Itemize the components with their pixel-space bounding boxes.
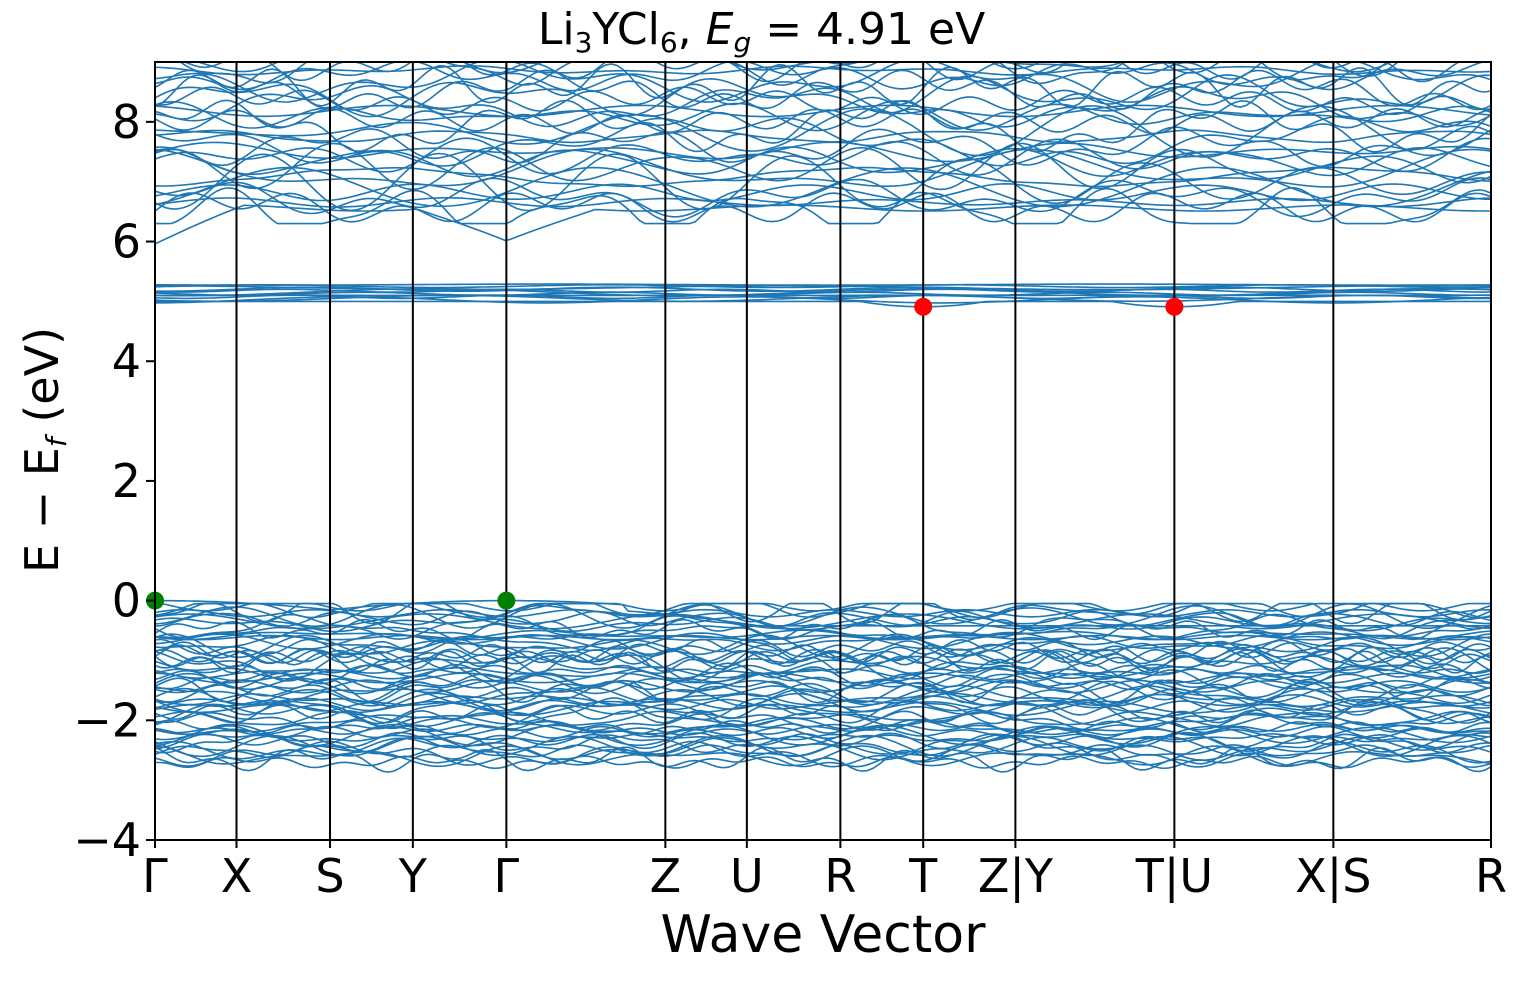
x-tick-label: X bbox=[221, 849, 253, 903]
band-lines bbox=[155, 62, 1491, 773]
valence-band-8 bbox=[155, 731, 1491, 750]
y-tick-label: −2 bbox=[73, 693, 141, 747]
conduction-upper-band-22 bbox=[155, 84, 1491, 128]
valence-band-11 bbox=[155, 725, 1491, 740]
plot-frame bbox=[154, 61, 1492, 841]
conduction-upper-band-27 bbox=[155, 62, 1491, 104]
valence-band-59 bbox=[155, 599, 1491, 627]
valence-band-58 bbox=[155, 602, 1491, 612]
valence-band-26 bbox=[155, 680, 1491, 704]
x-axis: Γ X S Y Γ Z U R T Z|Y T|U X|S R bbox=[142, 840, 1507, 904]
valence-band-34 bbox=[155, 664, 1491, 675]
x-tick-label: Γ bbox=[142, 849, 168, 903]
conduction-upper-band-30 bbox=[183, 62, 1491, 83]
x-tick-label: U bbox=[730, 849, 764, 903]
conduction-upper-band-5 bbox=[155, 182, 1491, 202]
valence-band-28 bbox=[155, 679, 1491, 694]
x-tick-label: Z|Y bbox=[978, 849, 1054, 904]
y-axis-label: E − Ef (eV) bbox=[15, 326, 73, 574]
valence-band-29 bbox=[155, 672, 1491, 695]
valence-band-21 bbox=[155, 698, 1491, 713]
conduction-upper-band-23 bbox=[155, 86, 1491, 116]
conduction-upper-band-12 bbox=[155, 137, 1491, 176]
conduction-upper-band-16 bbox=[155, 129, 1491, 144]
x-tick-label: Y bbox=[398, 849, 428, 903]
vbm-marker-1 bbox=[497, 591, 516, 610]
cbm-marker-0 bbox=[914, 297, 933, 316]
conduction-upper-band-13 bbox=[155, 141, 1491, 163]
conduction-upper-band-0 bbox=[155, 204, 1491, 245]
conduction-upper-band-24 bbox=[155, 74, 1491, 118]
conduction-upper-band-8 bbox=[155, 166, 1491, 188]
y-tick-label: 4 bbox=[112, 334, 141, 388]
valence-band-42 bbox=[155, 638, 1491, 659]
conduction-upper-band-3 bbox=[155, 197, 1491, 208]
x-tick-label: T bbox=[908, 849, 938, 903]
chart-title: Li3YCl6, Eg = 4.91 eV bbox=[537, 4, 986, 59]
high-symmetry-lines bbox=[235, 62, 1335, 840]
cbm-marker-1 bbox=[1165, 297, 1184, 316]
conduction-upper-band-14 bbox=[155, 125, 1491, 168]
valence-band-57 bbox=[155, 602, 1491, 619]
valence-band-41 bbox=[155, 638, 1491, 664]
valence-band-0 bbox=[155, 755, 1491, 770]
conduction-upper-band-25 bbox=[155, 69, 1491, 111]
valence-band-2 bbox=[155, 745, 1491, 768]
valence-band-43 bbox=[155, 633, 1491, 659]
conduction-upper-band-9 bbox=[155, 148, 1491, 188]
y-tick-label: 6 bbox=[112, 215, 141, 269]
y-axis: 8 6 4 2 0 −2 −4 bbox=[73, 95, 155, 867]
x-tick-label: Γ bbox=[494, 849, 520, 903]
conduction-flat-band-7 bbox=[155, 288, 1491, 293]
valence-band-19 bbox=[155, 697, 1491, 725]
y-tick-label: 8 bbox=[112, 95, 141, 149]
conduction-upper-band-31 bbox=[179, 62, 1389, 86]
valence-band-37 bbox=[155, 650, 1491, 674]
valence-band-30 bbox=[155, 671, 1491, 691]
x-axis-label: Wave Vector bbox=[660, 905, 986, 965]
x-tick-label: R bbox=[1475, 849, 1507, 903]
x-tick-label: Z bbox=[650, 849, 682, 903]
conduction-upper-band-17 bbox=[155, 105, 1491, 158]
x-tick-label: R bbox=[824, 849, 856, 903]
band-edge-markers bbox=[146, 297, 1184, 610]
valence-band-16 bbox=[155, 710, 1491, 728]
conduction-flat-band-11 bbox=[155, 283, 1491, 286]
conduction-upper-band-21 bbox=[155, 104, 1491, 118]
valence-band-17 bbox=[155, 701, 1491, 731]
x-tick-label: X|S bbox=[1295, 849, 1371, 904]
x-tick-label: T|U bbox=[1135, 849, 1213, 904]
conduction-flat-band-3 bbox=[155, 294, 1491, 300]
y-tick-label: −4 bbox=[73, 813, 141, 867]
conduction-upper-band-1 bbox=[155, 186, 1491, 225]
x-tick-label: S bbox=[315, 849, 344, 903]
conduction-upper-band-29 bbox=[155, 65, 1491, 76]
valence-band-46 bbox=[155, 634, 1491, 641]
y-tick-label: 2 bbox=[112, 454, 141, 508]
valence-band-6 bbox=[155, 734, 1491, 758]
y-tick-label: 0 bbox=[112, 574, 141, 628]
valence-band-27 bbox=[155, 677, 1491, 704]
valence-band-48 bbox=[155, 624, 1491, 640]
